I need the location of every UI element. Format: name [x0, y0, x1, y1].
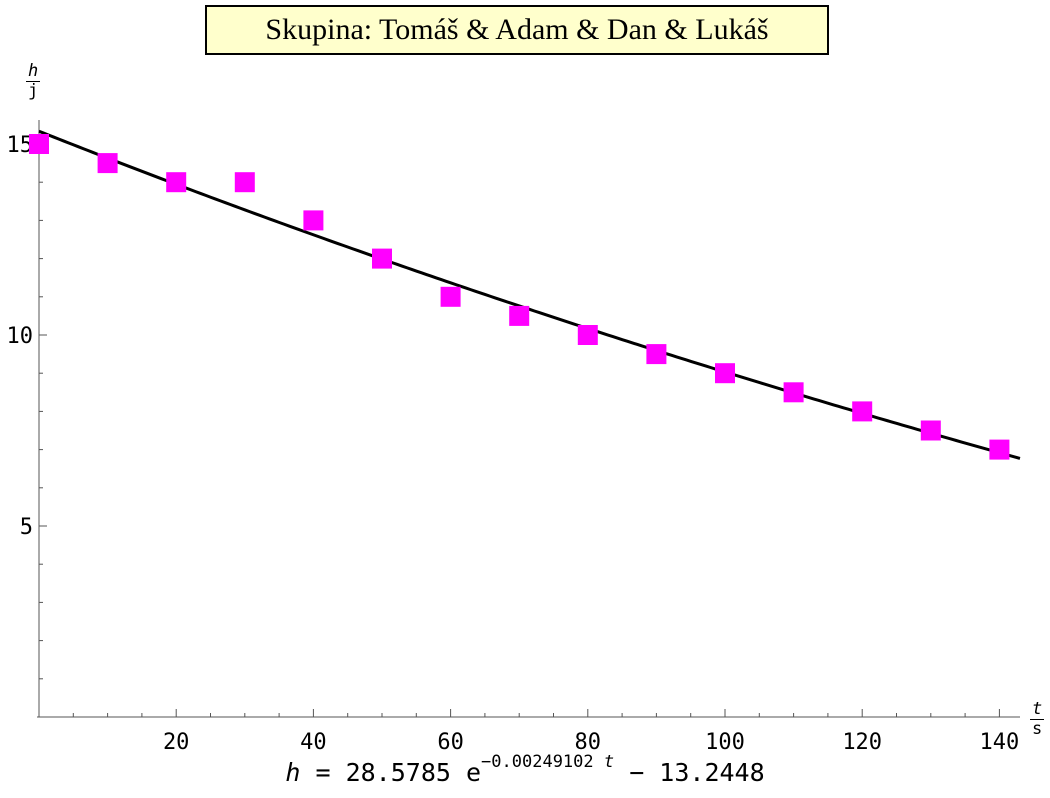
formula-coef: 28.5785	[345, 758, 451, 787]
data-point	[97, 153, 118, 174]
formula-eq: =	[315, 758, 331, 787]
x-tick-label: 100	[705, 730, 745, 755]
x-tick-label: 20	[163, 730, 190, 755]
x-axis-label-den: s	[1032, 719, 1043, 739]
y-axis-label: h j	[26, 61, 41, 101]
formula-exp-var: t	[603, 752, 615, 772]
data-point	[166, 172, 187, 193]
y-tick-label: 10	[7, 324, 34, 349]
x-tick-label: 80	[575, 730, 602, 755]
data-point	[29, 134, 49, 154]
data-point	[577, 325, 598, 345]
y-axis-label-den: j	[28, 81, 39, 101]
x-axis-label-num: t	[1030, 699, 1045, 720]
y-tick-label: 5	[20, 515, 33, 540]
data-point	[852, 401, 873, 422]
fit-formula: h = 28.5785 e−0.00249102 t − 13.2448	[0, 752, 1050, 787]
x-tick-label: 60	[437, 730, 464, 755]
x-axis-label: t s	[1030, 699, 1045, 739]
data-point	[989, 439, 1010, 460]
formula-exponent: −0.00249102 t	[481, 752, 615, 772]
data-point	[234, 172, 255, 193]
formula-e: e	[465, 758, 482, 787]
data-point	[715, 363, 735, 384]
data-point	[646, 344, 667, 365]
data-point	[920, 420, 941, 441]
data-point	[440, 286, 461, 307]
x-tick-label: 40	[300, 730, 327, 755]
chart-title: Skupina: Tomáš & Adam & Dan & Lukáš	[205, 5, 829, 55]
y-axis-label-num: h	[26, 61, 41, 82]
formula-lhs: h	[285, 758, 301, 787]
data-point	[372, 248, 392, 269]
data-point	[303, 210, 324, 231]
x-tick-label: 120	[842, 730, 882, 755]
formula-rest: − 13.2448	[629, 758, 765, 787]
data-point	[509, 305, 530, 326]
x-tick-label: 140	[980, 730, 1020, 755]
data-point	[783, 382, 804, 403]
y-tick-label: 15	[7, 133, 34, 158]
